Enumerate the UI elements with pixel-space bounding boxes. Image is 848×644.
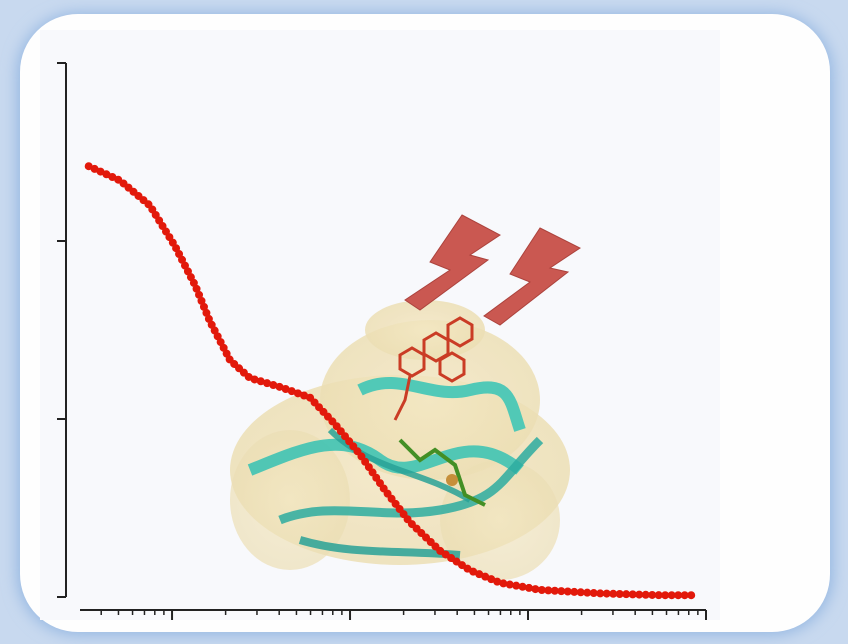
protein-illustration	[230, 214, 581, 580]
data-curve	[84, 162, 701, 600]
